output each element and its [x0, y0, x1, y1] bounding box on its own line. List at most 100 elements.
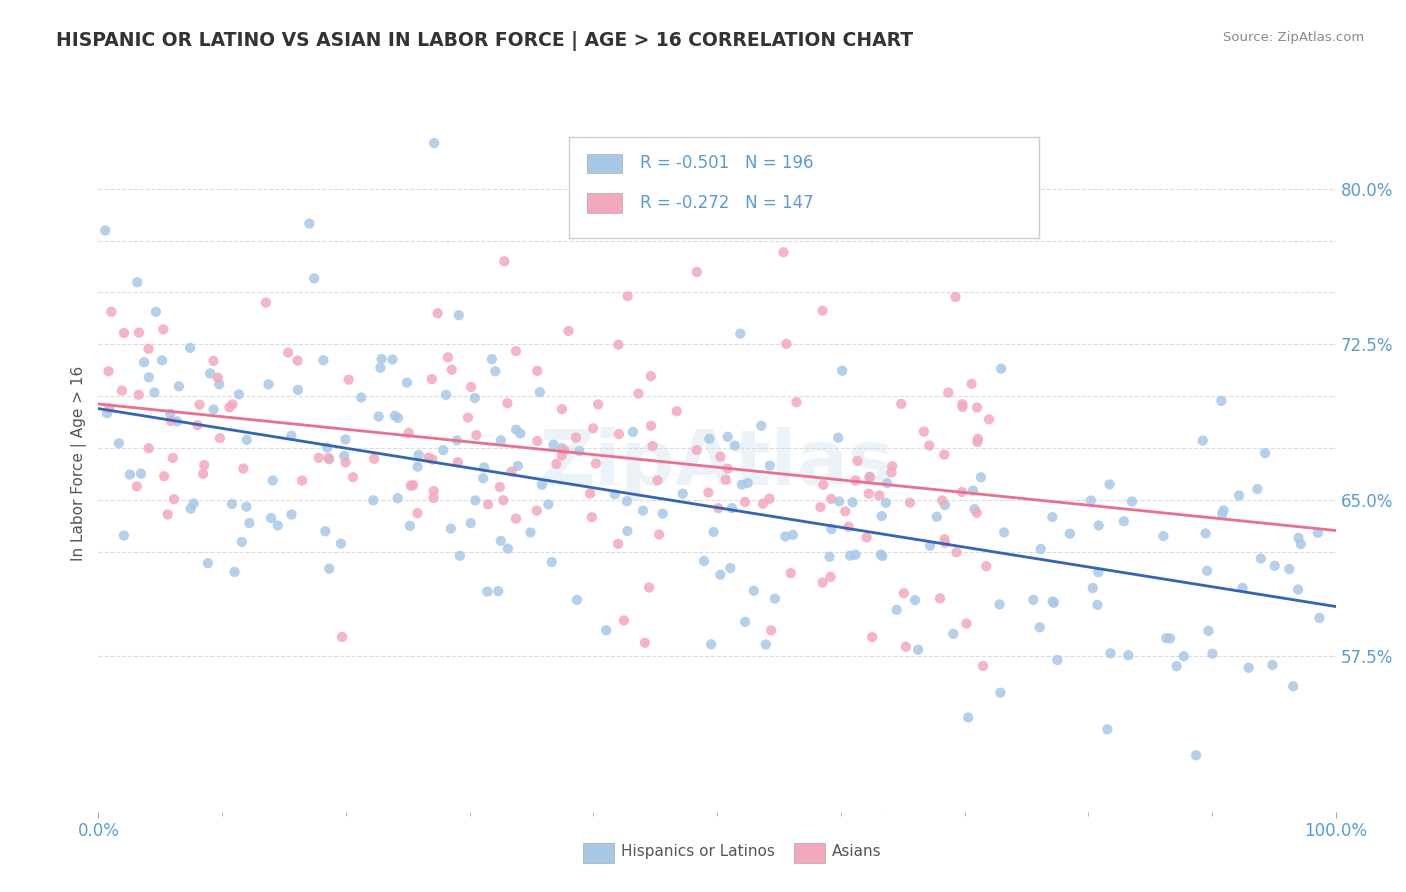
Point	[1156, 631, 1178, 645]
Point	[537, 497, 560, 511]
Point	[125, 479, 148, 493]
Point	[945, 545, 967, 559]
Point	[138, 442, 160, 456]
Point	[945, 290, 967, 304]
Point	[138, 370, 160, 384]
Point	[143, 385, 166, 400]
Point	[238, 516, 260, 530]
Point	[484, 364, 506, 378]
Point	[846, 454, 869, 468]
Point	[582, 421, 605, 435]
Point	[721, 501, 744, 516]
Point	[208, 431, 231, 445]
Point	[1232, 581, 1254, 595]
Point	[565, 593, 588, 607]
Point	[858, 486, 880, 500]
Point	[277, 345, 299, 359]
Point	[1152, 529, 1174, 543]
Point	[111, 384, 134, 398]
Point	[1087, 598, 1109, 612]
Point	[886, 603, 908, 617]
Point	[717, 430, 740, 444]
Point	[936, 385, 959, 400]
Point	[586, 397, 609, 411]
Point	[228, 387, 250, 401]
Point	[262, 474, 284, 488]
Point	[811, 575, 834, 590]
Point	[501, 465, 523, 479]
Point	[477, 497, 499, 511]
Point	[882, 459, 904, 474]
Point	[1097, 723, 1119, 737]
Point	[972, 659, 994, 673]
Point	[1264, 558, 1286, 573]
Point	[686, 443, 709, 458]
Point	[703, 524, 725, 539]
Point	[457, 410, 479, 425]
Point	[844, 548, 866, 562]
Point	[749, 418, 772, 433]
Point	[333, 449, 356, 463]
Point	[950, 485, 973, 500]
Point	[1046, 653, 1069, 667]
Point	[1227, 488, 1250, 502]
Point	[1211, 507, 1233, 521]
Point	[1289, 537, 1312, 551]
Point	[551, 402, 574, 417]
Point	[150, 353, 173, 368]
Point	[640, 418, 662, 433]
Point	[595, 624, 617, 638]
Point	[406, 459, 429, 474]
Point	[153, 469, 176, 483]
Point	[460, 516, 482, 530]
Point	[267, 518, 290, 533]
Point	[447, 455, 470, 469]
Point	[1212, 503, 1234, 517]
Point	[651, 507, 673, 521]
Point	[1028, 620, 1050, 634]
Point	[94, 223, 117, 237]
Point	[810, 500, 832, 514]
Point	[395, 376, 418, 390]
Point	[1211, 393, 1233, 408]
Point	[818, 549, 841, 564]
Point	[697, 485, 720, 500]
Point	[1159, 632, 1181, 646]
Point	[97, 364, 120, 378]
Point	[423, 136, 446, 150]
Point	[202, 402, 225, 417]
Point	[367, 409, 389, 424]
Point	[616, 524, 638, 538]
Point	[737, 476, 759, 491]
Point	[464, 391, 486, 405]
Point	[579, 486, 602, 500]
Point	[418, 450, 440, 465]
Point	[1173, 649, 1195, 664]
Point	[876, 476, 898, 491]
Point	[1308, 611, 1330, 625]
Point	[621, 425, 644, 439]
FancyBboxPatch shape	[588, 153, 621, 173]
Point	[557, 324, 579, 338]
Point	[280, 429, 302, 443]
Point	[422, 491, 444, 505]
Point	[221, 497, 243, 511]
Point	[235, 500, 257, 514]
Point	[159, 407, 181, 421]
Point	[934, 448, 956, 462]
Point	[208, 377, 231, 392]
Point	[112, 326, 135, 340]
Point	[224, 565, 246, 579]
Point	[1118, 648, 1140, 663]
Point	[634, 636, 657, 650]
Point	[970, 470, 993, 484]
Point	[894, 640, 917, 654]
Point	[581, 510, 603, 524]
Point	[329, 536, 352, 550]
Point	[752, 497, 775, 511]
Point	[156, 508, 179, 522]
Point	[314, 524, 336, 539]
Point	[318, 452, 340, 467]
Point	[1198, 624, 1220, 638]
Point	[568, 444, 591, 458]
